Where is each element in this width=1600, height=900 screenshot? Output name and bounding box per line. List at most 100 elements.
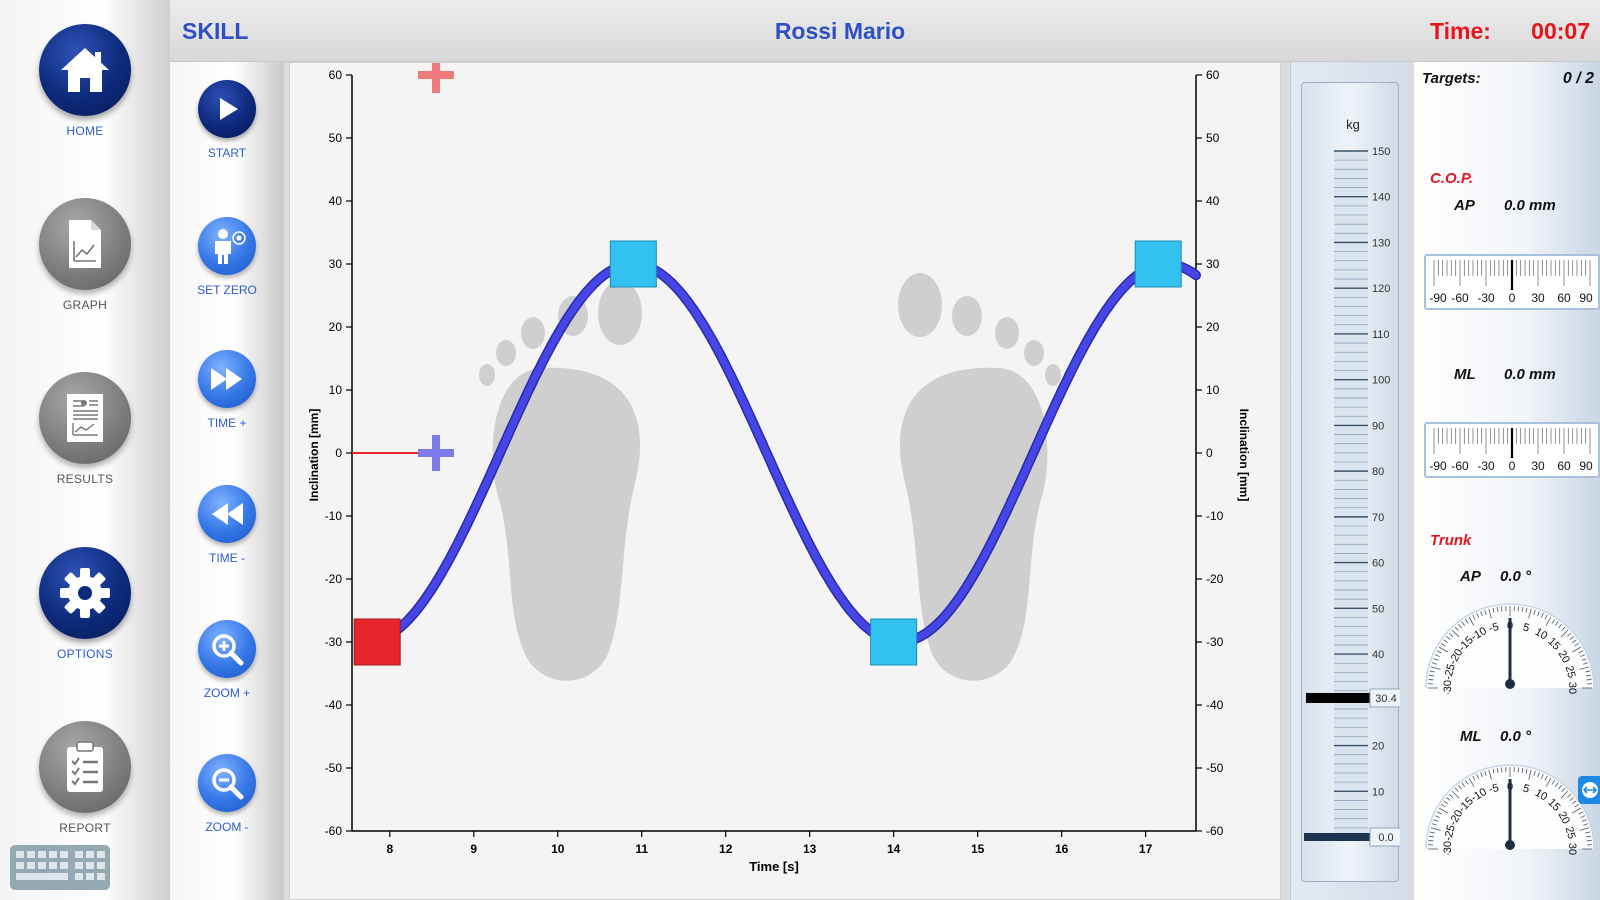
gauge-major-tick: [1451, 790, 1460, 799]
gauge-minor-tick: [1431, 662, 1437, 665]
mode-title: SKILL: [182, 18, 249, 44]
scale-zero-label: 0.0: [1378, 832, 1393, 844]
gauge-minor-tick: [1484, 609, 1487, 615]
gauge-minor-tick: [1574, 804, 1579, 808]
gauge-minor-tick: [1501, 606, 1503, 612]
x-tick-label: 12: [719, 842, 733, 856]
gauge-minor-tick: [1578, 650, 1584, 654]
gauge-minor-tick: [1561, 626, 1566, 632]
scale-track: [1334, 151, 1368, 837]
header-bar: SKILL Rossi Mario Time: 00:07: [170, 0, 1600, 62]
time-minus-button[interactable]: TIME -: [170, 485, 284, 565]
home-label: HOME: [66, 124, 104, 138]
graph-label: GRAPH: [62, 298, 108, 312]
report-button[interactable]: REPORT: [0, 721, 170, 835]
y-tick-label-left: -50: [325, 761, 343, 775]
gauge-tick-label: 20: [1556, 810, 1573, 827]
cursor-plus-icon: [417, 435, 454, 471]
gauge-minor-tick: [1574, 643, 1579, 647]
patient-name: Rossi Mario: [774, 18, 906, 44]
gauge-tick-label: -5: [1488, 621, 1501, 635]
gauge-major-tick: [1528, 769, 1532, 780]
results-button[interactable]: RESULTS: [0, 372, 170, 486]
set-zero-button[interactable]: SET ZERO: [170, 217, 284, 297]
gauge-major-tick: [1468, 777, 1475, 787]
home-button[interactable]: HOME: [0, 24, 170, 138]
gauge-major-tick: [1572, 807, 1582, 814]
y-tick-label-right: -20: [1206, 572, 1224, 586]
ruler-tick-label: 0: [1509, 459, 1516, 473]
y-tick-label-right: 20: [1206, 320, 1220, 334]
time-minus-label: TIME -: [209, 551, 245, 565]
gauge-minor-tick: [1554, 782, 1559, 787]
main-navigation: HOME GRAPH RESULTS: [0, 0, 170, 900]
ruler-tick-label: -60: [1451, 291, 1469, 305]
ruler-tick-label: -30: [1477, 459, 1495, 473]
y-tick-label-right: -30: [1206, 635, 1224, 649]
y-tick-label-right: -40: [1206, 698, 1224, 712]
gauge-tick-label: 10: [1533, 626, 1550, 643]
x-tick-label: 11: [635, 842, 648, 856]
trunk-ap-value: 0.0 °: [1500, 568, 1532, 585]
start-label: START: [207, 146, 247, 160]
gauge-minor-tick: [1480, 772, 1483, 778]
ruler-tick-label: -90: [1429, 291, 1447, 305]
scale-tick-label: 50: [1372, 603, 1384, 615]
scale-tick-label: 60: [1372, 558, 1384, 570]
start-button[interactable]: START: [170, 80, 284, 160]
y-tick-label-right: 0: [1206, 446, 1213, 460]
gauge-minor-tick: [1537, 611, 1540, 617]
gauge-minor-tick: [1585, 835, 1592, 838]
zoom-out-button[interactable]: ZOOM -: [170, 754, 284, 834]
gauge-minor-tick: [1580, 815, 1586, 819]
ruler-tick-label: 60: [1557, 291, 1571, 305]
x-tick-label: 16: [1055, 842, 1069, 856]
scale-tick-label: 100: [1372, 375, 1390, 387]
right-foot-icon: [898, 273, 1061, 681]
cursor-bar-v: [431, 57, 440, 93]
options-button[interactable]: OPTIONS: [0, 547, 170, 661]
x-tick-label: 13: [803, 842, 817, 856]
y-tick-label-left: -20: [325, 572, 343, 586]
cop-ml-ruler: -90 -60 -30 0 30 60 90: [1424, 422, 1600, 478]
gauge-minor-tick: [1540, 773, 1544, 779]
gauge-tick-label: -30: [1442, 680, 1454, 694]
ruler-tick-label: -60: [1451, 459, 1469, 473]
x-axis-label: Time [s]: [749, 859, 799, 874]
clipboard-icon: [39, 721, 131, 813]
graph-button[interactable]: GRAPH: [0, 198, 170, 312]
cursor-plus-icon: [417, 57, 454, 93]
gauge-minor-tick: [1476, 773, 1480, 779]
cop-ap-value: 0.0 mm: [1504, 197, 1556, 214]
gauge-minor-tick: [1551, 619, 1555, 624]
gauge-minor-tick: [1433, 819, 1439, 822]
chart-panel: 60 60 50 50 40 40 30 30 20 20 10 10 0 0 -10 -10 -20 -20 -3…: [289, 57, 1281, 900]
gauge-major-tick: [1528, 608, 1532, 619]
cursor-bar-v: [431, 435, 440, 471]
gauge-major-tick: [1579, 666, 1590, 670]
gauge-minor-tick: [1428, 674, 1435, 677]
gauge-major-tick: [1488, 769, 1492, 780]
rewind-icon: [198, 485, 256, 543]
gauge-major-tick: [1579, 827, 1590, 831]
gauge-tick-label: 5: [1522, 782, 1531, 795]
remote-support-icon[interactable]: [1578, 776, 1600, 804]
zoom-in-button[interactable]: ZOOM +: [170, 620, 284, 700]
gauge-minor-tick: [1558, 624, 1562, 629]
keyboard-icon[interactable]: [10, 845, 110, 890]
gauge-minor-tick: [1472, 775, 1476, 781]
zoom-minus-label: ZOOM -: [205, 820, 249, 834]
results-label: RESULTS: [56, 472, 114, 486]
y-tick-label-left: 10: [329, 383, 343, 397]
gauge-minor-tick: [1525, 607, 1528, 613]
time-plus-button[interactable]: TIME +: [170, 350, 284, 430]
gauge-minor-tick: [1572, 800, 1577, 805]
gauge-minor-tick: [1581, 819, 1587, 822]
y-tick-label-right: -10: [1206, 509, 1224, 523]
weight-scale: kg 1501401301201101009080706050403020103…: [1301, 82, 1403, 882]
zoom-in-icon: [198, 620, 256, 678]
cop-ml-label: ML: [1454, 366, 1476, 383]
gauge-minor-tick: [1525, 768, 1528, 774]
gauge-minor-tick: [1448, 793, 1454, 798]
gauge-minor-tick: [1583, 823, 1589, 826]
